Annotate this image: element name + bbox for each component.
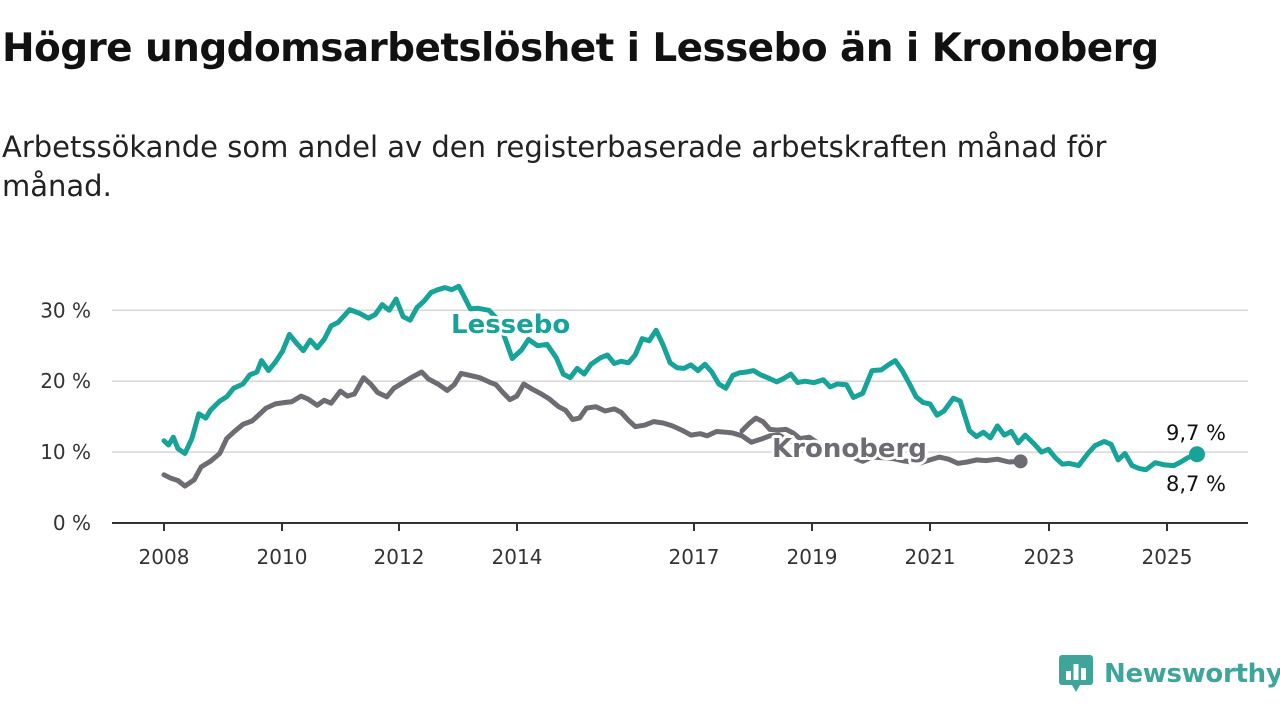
x-tick-label: 2008 — [139, 545, 190, 569]
newsworthy-logo-icon — [1059, 655, 1093, 692]
x-tick-label: 2014 — [492, 545, 543, 569]
y-tick-label: 10 % — [40, 440, 91, 464]
end-label-kronoberg: 8,7 % — [1166, 472, 1226, 496]
end-point-lessebo — [1189, 446, 1205, 463]
page-title: Högre ungdomsarbetslöshet i Lessebo än i… — [2, 26, 1159, 71]
x-tick-label: 2010 — [257, 545, 308, 569]
x-axis-ticks: 2008 2010 2012 2014 2017 2019 2021 2023 2025 — [139, 523, 1193, 569]
series-line-lessebo — [161, 283, 1200, 473]
brand: Newsworthy — [1058, 654, 1280, 694]
end-point-kronoberg — [1013, 454, 1028, 469]
page-subtitle: Arbetssökande som andel av den registerb… — [2, 130, 1107, 203]
x-tick-label: 2019 — [787, 545, 838, 569]
x-tick-label: 2012 — [374, 545, 425, 569]
y-tick-label: 30 % — [40, 298, 91, 322]
series-line-kronoberg — [161, 369, 1024, 489]
brand-name: Newsworthy — [1104, 659, 1280, 689]
y-axis-ticks: 0 % 10 % 20 % 30 % — [40, 298, 91, 535]
x-tick-label: 2021 — [905, 545, 956, 569]
y-tick-label: 0 % — [53, 511, 91, 535]
x-tick-label: 2023 — [1024, 545, 1075, 569]
series-labels: Lessebo Kronoberg 9,7 % 8,7 % — [448, 307, 1228, 498]
series-label-kronoberg: Kronoberg — [772, 434, 927, 464]
series-label-lessebo: Lessebo — [451, 310, 570, 340]
y-tick-label: 20 % — [40, 369, 91, 393]
series-lines — [161, 283, 1200, 489]
x-tick-label: 2025 — [1142, 545, 1193, 569]
end-label-lessebo: 9,7 % — [1166, 421, 1226, 445]
grid-lines — [112, 309, 1248, 453]
x-tick-label: 2017 — [669, 545, 720, 569]
